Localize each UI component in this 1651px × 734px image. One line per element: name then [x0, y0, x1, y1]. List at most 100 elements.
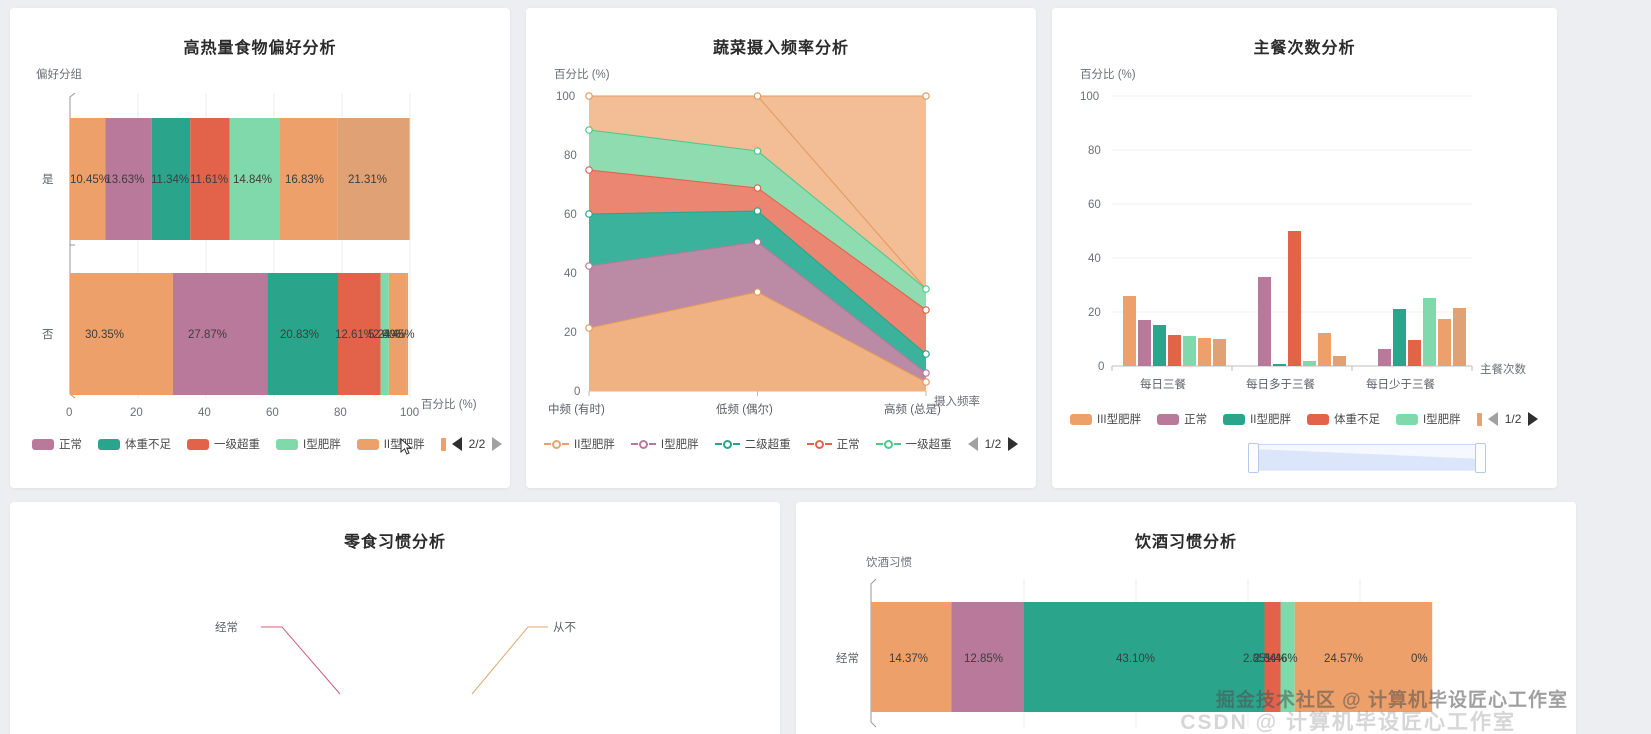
legend-next-button[interactable]	[1528, 412, 1539, 426]
bar-label: 13.63%	[105, 174, 144, 186]
bar-label: 14.84%	[233, 174, 272, 186]
page-title: 蔬菜摄入频率分析	[712, 40, 849, 57]
bar-label: 2.40%	[373, 329, 406, 341]
legend-pager-high-calorie: 2/2	[451, 437, 503, 451]
legend-pager-main-meal: 1/2	[1487, 412, 1539, 426]
axis-name-x-vegetable: 摄入频率	[934, 396, 980, 408]
axis-name-y-vegetable: 百分比 (%)	[554, 69, 610, 81]
legend-line-icon	[875, 439, 901, 449]
legend-label: I型肥胖	[1422, 414, 1461, 426]
legend-label: 体重不足	[1333, 414, 1380, 426]
legend-item[interactable]: 正常	[1157, 411, 1207, 427]
y-tick: 0	[574, 386, 580, 398]
legend-item[interactable]: III型肥胖	[1070, 411, 1141, 427]
bar-row-no: 30.35% 27.87% 20.83% 12.61% 2.40% 5.24% …	[42, 273, 415, 395]
bar-row-frequent: 14.37% 12.85% 43.10% 2.85% 2.54% 1.46% 2…	[836, 602, 1433, 712]
dashboard-row-top: 高热量食物偏好分析 偏好分组	[10, 8, 1641, 488]
x-category-label: 中频 (有时)	[548, 402, 605, 416]
legend-label: 正常	[59, 439, 82, 451]
legend-prev-button[interactable]	[967, 437, 978, 451]
datazoom-slider[interactable]	[1248, 443, 1486, 473]
legend-label: I型肥胖	[660, 439, 699, 451]
legend-item[interactable]: 体重不足	[98, 436, 171, 452]
legend-line-icon	[544, 439, 569, 449]
legend-line-icon	[630, 439, 656, 449]
watermark-secondary: CSDN @ 计算机毕设匠心工作室	[1180, 711, 1516, 734]
legend-label: III型肥胖	[1097, 414, 1142, 426]
axis-name-y-alcohol: 饮酒习惯	[866, 557, 912, 569]
legend-swatch-icon	[98, 438, 120, 450]
legend-line-icon	[714, 439, 740, 449]
legend-swatch-partial-icon	[1476, 412, 1482, 426]
legend-swatch-icon	[1157, 413, 1180, 425]
legend-next-button[interactable]	[492, 437, 503, 451]
x-category-label: 低频 (偶尔)	[716, 402, 773, 416]
bar-label: 20.83%	[280, 329, 319, 341]
bar-label: 43.10%	[1116, 653, 1155, 665]
bar-label: 30.35%	[85, 329, 124, 341]
x-category-label: 每日多于三餐	[1246, 377, 1315, 391]
bar-group-2	[1258, 231, 1346, 366]
bar-label: 27.87%	[188, 329, 227, 341]
x-tick: 0	[66, 407, 72, 419]
bar-label: 21.31%	[348, 174, 387, 186]
card-vegetable-frequency: 蔬菜摄入频率分析 百分比 (%)	[526, 8, 1036, 488]
legend-swatch-icon	[1223, 413, 1246, 425]
bar-label: 2.54%	[1254, 653, 1287, 665]
legend-item[interactable]: 一级超重	[187, 436, 260, 452]
legend-item[interactable]: I型肥胖	[1395, 411, 1461, 427]
bar-label: 24.57%	[1324, 653, 1363, 665]
legend-item[interactable]: 二级超重	[714, 436, 791, 452]
bar-label: 16.83%	[285, 174, 324, 186]
legend-item[interactable]: 正常	[32, 436, 82, 452]
legend-label: 体重不足	[125, 439, 171, 451]
legend-vegetable: II型肥胖 I型肥胖 二级超重 正常 一级超重	[544, 436, 1019, 452]
legend-label: 一级超重	[214, 439, 260, 451]
bar-label: 10.45%	[70, 174, 109, 186]
x-tick: 80	[334, 407, 347, 419]
legend-item[interactable]: II型肥胖	[1223, 411, 1291, 427]
datazoom-handle-left[interactable]	[1248, 443, 1259, 473]
category-label-frequent: 经常	[836, 652, 859, 665]
legend-high-calorie: 正常 体重不足 一级超重 I型肥胖 II型肥胖	[32, 436, 503, 452]
bar-label: 2.85%	[1243, 653, 1276, 665]
y-tick: 20	[1088, 307, 1101, 319]
card-main-meal: 主餐次数分析 百分比 (%)	[1052, 8, 1557, 488]
legend-item[interactable]: I型肥胖	[276, 436, 341, 452]
legend-main-meal: III型肥胖 正常 II型肥胖 体重不足 I型肥胖	[1070, 411, 1539, 427]
category-label-no: 否	[42, 329, 54, 341]
legend-next-button[interactable]	[1008, 437, 1019, 451]
legend-item[interactable]: II型肥胖	[356, 436, 425, 452]
legend-item[interactable]: II型肥胖	[544, 436, 615, 452]
x-category-label: 每日三餐	[1140, 377, 1186, 391]
legend-item[interactable]: I型肥胖	[630, 436, 699, 452]
chart-alcohol-habit: 14.37% 12.85% 43.10% 2.85% 2.54% 1.46% 2…	[836, 578, 1433, 728]
legend-prev-button[interactable]	[1487, 412, 1498, 426]
legend-label: II型肥胖	[383, 439, 425, 451]
y-tick: 40	[564, 268, 577, 280]
datazoom-handle-right[interactable]	[1475, 443, 1486, 473]
legend-swatch-icon	[187, 438, 209, 450]
legend-swatch-icon	[276, 438, 298, 450]
legend-item[interactable]: 正常	[806, 436, 860, 452]
chart-snack-habit: 经常 从不	[215, 621, 576, 695]
bar-label: 12.85%	[964, 653, 1003, 665]
legend-prev-button[interactable]	[451, 437, 462, 451]
pie-label-frequent: 经常	[215, 621, 238, 634]
card-high-calorie: 高热量食物偏好分析 偏好分组	[10, 8, 510, 488]
legend-swatch-icon	[1306, 413, 1329, 425]
y-tick: 20	[564, 327, 577, 339]
bar-label: 5.24%	[368, 329, 401, 341]
legend-swatch-icon	[32, 438, 54, 450]
x-tick: 100	[400, 407, 419, 419]
axis-name-y-mainmeal: 百分比 (%)	[1080, 69, 1136, 81]
legend-item[interactable]: 体重不足	[1306, 411, 1380, 427]
legend-swatch-icon	[1070, 413, 1092, 425]
x-category-label: 每日少于三餐	[1366, 377, 1435, 391]
legend-label: II型肥胖	[574, 439, 615, 451]
bar-group-3	[1378, 298, 1466, 366]
legend-item[interactable]: 一级超重	[875, 436, 952, 452]
legend-page-indicator: 1/2	[984, 437, 1002, 451]
y-tick: 60	[1088, 199, 1101, 211]
